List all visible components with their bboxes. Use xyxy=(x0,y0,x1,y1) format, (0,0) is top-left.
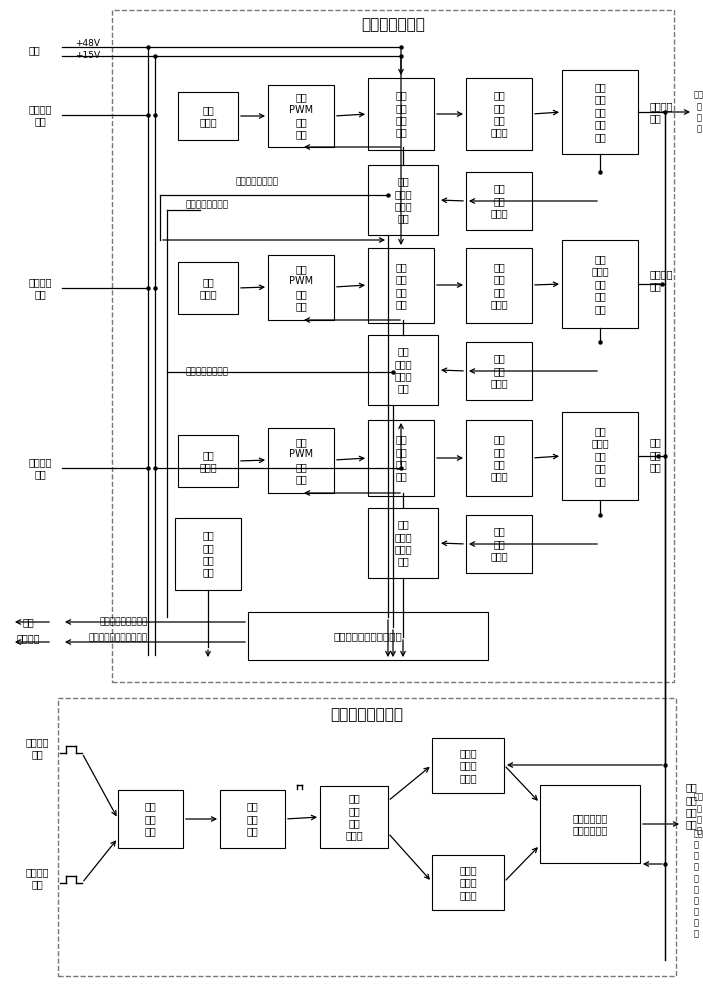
Bar xyxy=(268,85,334,147)
Text: 负偏
高压
隔离
变压器: 负偏 高压 隔离 变压器 xyxy=(490,434,508,482)
Text: 负偏
反馈
变压器: 负偏 反馈 变压器 xyxy=(490,527,508,561)
Text: 负偏
高压
隔离
采样: 负偏 高压 隔离 采样 xyxy=(202,530,214,578)
Text: 灯丝高压隔离采样: 灯丝高压隔离采样 xyxy=(185,200,228,210)
Text: 测试: 测试 xyxy=(22,617,34,627)
Bar xyxy=(466,420,532,496)
Text: 栅极脉冲调制电路: 栅极脉冲调制电路 xyxy=(330,708,404,722)
Bar xyxy=(368,335,438,405)
Text: 正偏电压
调整: 正偏电压 调整 xyxy=(28,277,52,299)
Text: （行
波
管
）: （行 波 管 ） xyxy=(694,91,703,133)
Bar xyxy=(248,612,488,660)
Text: 高电位电源电路: 高电位电源电路 xyxy=(361,17,425,32)
Text: 故障上报: 故障上报 xyxy=(16,633,40,643)
Bar xyxy=(368,248,434,323)
Bar xyxy=(466,172,532,230)
Text: 开启管
及其驱
动电路: 开启管 及其驱 动电路 xyxy=(459,748,477,783)
Text: 正偏
电位器: 正偏 电位器 xyxy=(199,277,217,299)
Text: 正偏
四倍压
整流
滤波
电路: 正偏 四倍压 整流 滤波 电路 xyxy=(591,254,609,314)
Text: 正偏
半桥
逆变
电路: 正偏 半桥 逆变 电路 xyxy=(395,262,407,309)
Bar xyxy=(178,262,238,314)
Text: 灯丝电压
输出: 灯丝电压 输出 xyxy=(650,101,673,123)
Text: 负偏
四倍压
整流
滤波
电路: 负偏 四倍压 整流 滤波 电路 xyxy=(591,426,609,486)
Bar xyxy=(466,78,532,150)
Bar xyxy=(466,515,532,573)
Bar xyxy=(466,248,532,323)
Text: 正偏
反馈整
流滤波
电路: 正偏 反馈整 流滤波 电路 xyxy=(394,346,412,394)
Bar xyxy=(268,428,334,493)
Text: 灯丝
反馈整
流滤波
电路: 灯丝 反馈整 流滤波 电路 xyxy=(394,176,412,224)
Bar xyxy=(58,698,676,976)
Bar xyxy=(432,855,504,910)
Bar xyxy=(466,342,532,400)
Text: 负偏
PWM
控制
电路: 负偏 PWM 控制 电路 xyxy=(289,437,313,484)
Text: 截尾脉冲
输入: 截尾脉冲 输入 xyxy=(25,867,49,889)
Bar xyxy=(220,790,285,848)
Text: 栅极脉冲调制
及其保护电路: 栅极脉冲调制 及其保护电路 xyxy=(572,813,607,835)
Text: 灯丝电流采样信号: 灯丝电流采样信号 xyxy=(235,178,278,186)
Text: 正偏
反馈
变压器: 正偏 反馈 变压器 xyxy=(490,354,508,388)
Bar xyxy=(175,518,241,590)
Bar xyxy=(562,70,638,154)
Text: 高电位集故障成检测电路: 高电位集故障成检测电路 xyxy=(334,631,402,641)
Bar xyxy=(368,165,438,235)
Text: 两级
消噪
电路: 两级 消噪 电路 xyxy=(247,802,259,836)
Text: （行
波
管
）: （行 波 管 ） xyxy=(694,793,703,835)
Text: 负偏
反馈整
流滤波
电路: 负偏 反馈整 流滤波 电路 xyxy=(394,519,412,567)
Text: 高电位集成故障检测信号: 高电位集成故障检测信号 xyxy=(89,634,148,643)
Text: 负偏电压
调整: 负偏电压 调整 xyxy=(28,457,52,479)
Text: 负偏
电压
输出: 负偏 电压 输出 xyxy=(650,438,662,472)
Bar xyxy=(118,790,183,848)
Bar xyxy=(178,435,238,487)
Text: 脉冲
驱动
电路: 脉冲 驱动 电路 xyxy=(145,802,156,836)
Text: +15V: +15V xyxy=(75,50,100,60)
Bar xyxy=(432,738,504,793)
Text: 灯丝
反馈
变压器: 灯丝 反馈 变压器 xyxy=(490,184,508,218)
Text: 正偏电压
输出: 正偏电压 输出 xyxy=(650,269,673,291)
Bar xyxy=(562,412,638,500)
Bar xyxy=(112,10,674,682)
Text: 开启脉冲
输入: 开启脉冲 输入 xyxy=(25,737,49,759)
Text: 灯丝
半桥
逆变
电路: 灯丝 半桥 逆变 电路 xyxy=(395,90,407,138)
Text: 正偏
PWM
控制
电路: 正偏 PWM 控制 电路 xyxy=(289,264,313,311)
Text: 高电位状态检测信号: 高电位状态检测信号 xyxy=(100,617,148,626)
Text: 正偏高压隔离采样: 正偏高压隔离采样 xyxy=(185,367,228,376)
Bar xyxy=(368,508,438,578)
Text: 高压
隔离
脉冲
变压器: 高压 隔离 脉冲 变压器 xyxy=(345,793,363,841)
Text: 灯丝
PWM
控制
电路: 灯丝 PWM 控制 电路 xyxy=(289,92,313,140)
Text: 正偏
高压
隔离
变压器: 正偏 高压 隔离 变压器 xyxy=(490,262,508,309)
Text: 负偏
电位器: 负偏 电位器 xyxy=(199,450,217,472)
Bar xyxy=(368,420,434,496)
Text: 灯丝
桥式
整流
滤波
电路: 灯丝 桥式 整流 滤波 电路 xyxy=(594,82,606,142)
Bar xyxy=(368,78,434,150)
Text: +48V: +48V xyxy=(75,39,100,48)
Text: 截尾管
及其驱
动电路: 截尾管 及其驱 动电路 xyxy=(459,865,477,900)
Text: 灯丝
高压
隔离
变压器: 灯丝 高压 隔离 变压器 xyxy=(490,90,508,138)
Text: 负偏
半桥
逆变
电路: 负偏 半桥 逆变 电路 xyxy=(395,434,407,482)
Text: 灯丝
电位器: 灯丝 电位器 xyxy=(199,105,217,127)
Text: 栅极
调制
脉冲
输出: 栅极 调制 脉冲 输出 xyxy=(686,782,698,830)
Bar xyxy=(562,240,638,328)
Text: （高
电
位
公
共
电
压
输
入
）: （高 电 位 公 共 电 压 输 入 ） xyxy=(694,830,703,938)
Text: 灯丝电压
调整: 灯丝电压 调整 xyxy=(28,104,52,126)
Bar xyxy=(540,785,640,863)
Bar xyxy=(178,92,238,140)
Bar xyxy=(268,255,334,320)
Text: 供电: 供电 xyxy=(28,45,40,55)
Bar xyxy=(320,786,388,848)
